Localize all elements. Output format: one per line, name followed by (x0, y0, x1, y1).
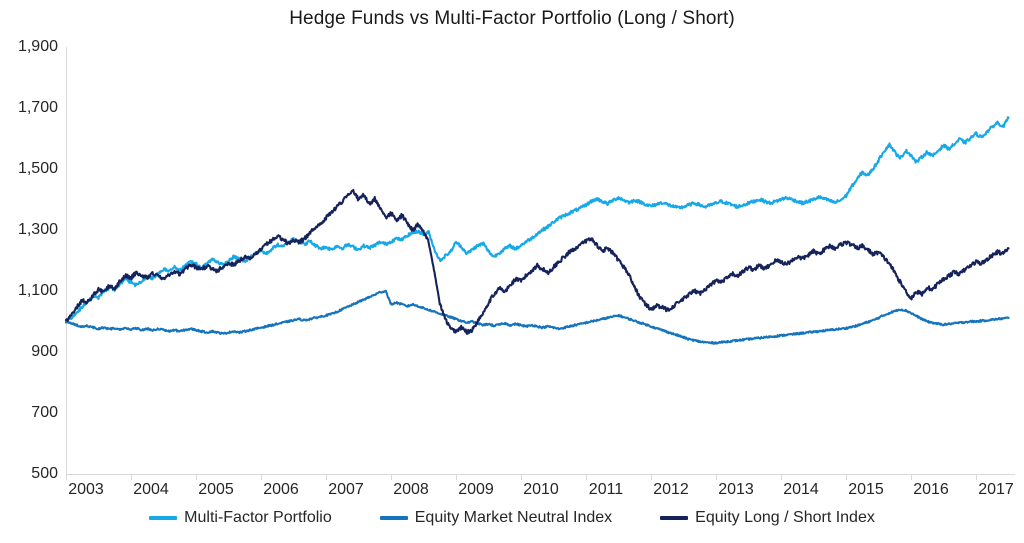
legend-label: Multi-Factor Portfolio (184, 509, 332, 526)
series-line (64, 116, 1010, 324)
x-axis-tick (651, 474, 652, 480)
series-line (64, 289, 1010, 345)
y-axis-tick-label: 1,700 (17, 99, 58, 116)
y-axis-tick-label: 1,500 (17, 160, 58, 177)
y-axis-tick-label: 500 (31, 465, 58, 482)
legend-swatch-icon (660, 516, 689, 520)
y-axis-tick-label: 1,300 (17, 221, 58, 238)
x-axis-tick (716, 474, 717, 480)
chart-legend: Multi-Factor Portfolio Equity Market Neut… (0, 509, 1024, 527)
y-axis-line (66, 47, 67, 475)
legend-item[interactable]: Multi-Factor Portfolio (149, 509, 332, 527)
y-axis-tick-label: 1,100 (17, 282, 58, 299)
x-axis-tick (66, 474, 67, 480)
x-axis-tick-label: 2017 (978, 481, 1014, 498)
x-axis-tick (911, 474, 912, 480)
x-axis-tick (196, 474, 197, 480)
x-axis-tick (781, 474, 782, 480)
x-axis-tick-label: 2013 (718, 481, 754, 498)
x-axis-tick-label: 2012 (653, 481, 689, 498)
x-axis-tick (326, 474, 327, 480)
x-axis-tick (131, 474, 132, 480)
x-axis-tick-label: 2008 (393, 481, 429, 498)
y-axis-tick-label: 1,900 (17, 38, 58, 55)
x-axis-tick-label: 2015 (848, 481, 884, 498)
legend-label: Equity Market Neutral Index (414, 509, 613, 526)
chart-title: Hedge Funds vs Multi-Factor Portfolio (L… (289, 8, 735, 29)
legend-item[interactable]: Equity Long / Short Index (660, 509, 875, 527)
x-axis-tick (846, 474, 847, 480)
y-axis-tick-label: 900 (31, 343, 58, 360)
x-axis-tick-label: 2011 (588, 481, 624, 498)
series-line (64, 188, 1010, 335)
x-axis-tick (521, 474, 522, 480)
x-axis-tick-label: 2009 (458, 481, 494, 498)
x-axis-tick-label: 2007 (328, 481, 364, 498)
x-axis-tick (456, 474, 457, 480)
x-axis-tick-label: 2003 (68, 481, 104, 498)
legend-swatch-icon (149, 516, 178, 520)
legend-item[interactable]: Equity Market Neutral Index (379, 509, 613, 527)
x-axis-tick-label: 2014 (783, 481, 819, 498)
x-axis-line (66, 474, 1015, 475)
x-axis-tick-label: 2016 (913, 481, 949, 498)
x-axis-tick-label: 2006 (263, 481, 299, 498)
x-axis-tick-label: 2010 (523, 481, 559, 498)
x-axis-tick-label: 2004 (133, 481, 169, 498)
x-axis-tick (261, 474, 262, 480)
x-axis-tick-label: 2005 (198, 481, 234, 498)
x-axis-tick (976, 474, 977, 480)
y-axis-tick-label: 700 (31, 404, 58, 421)
legend-label: Equity Long / Short Index (695, 509, 875, 526)
x-axis-tick (586, 474, 587, 480)
legend-swatch-icon (379, 516, 408, 520)
x-axis-tick (391, 474, 392, 480)
